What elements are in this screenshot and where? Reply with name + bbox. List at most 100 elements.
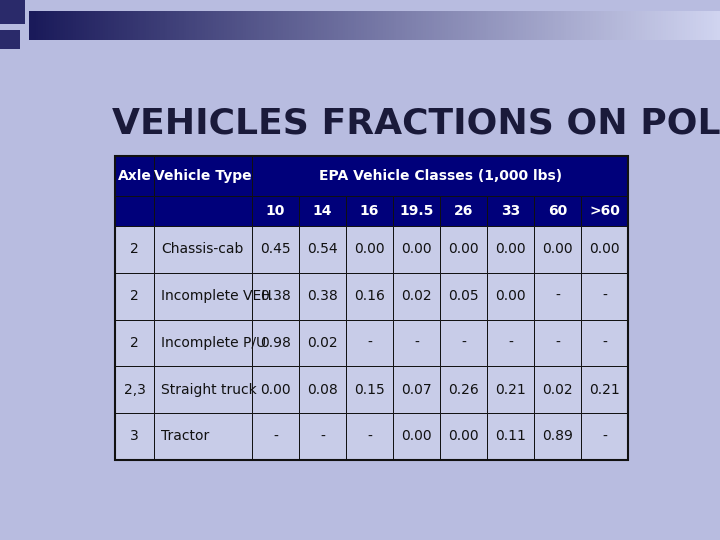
Bar: [154, 366, 252, 413]
Text: -: -: [414, 336, 419, 350]
Bar: [252, 413, 299, 460]
Bar: [115, 156, 629, 460]
Bar: [299, 195, 346, 226]
Text: 10: 10: [266, 204, 285, 218]
Text: 2: 2: [130, 336, 139, 350]
Bar: [115, 156, 154, 195]
Bar: [393, 320, 440, 366]
Bar: [487, 226, 534, 273]
Bar: [534, 320, 581, 366]
Bar: [440, 273, 487, 320]
Bar: [581, 413, 629, 460]
Text: 0.02: 0.02: [543, 383, 573, 397]
Text: -: -: [462, 336, 466, 350]
Bar: [393, 195, 440, 226]
Bar: [581, 273, 629, 320]
Text: Chassis-cab: Chassis-cab: [161, 242, 243, 256]
Bar: [440, 226, 487, 273]
Bar: [154, 156, 252, 195]
Text: 0.38: 0.38: [307, 289, 338, 303]
Bar: [440, 366, 487, 413]
Text: -: -: [367, 336, 372, 350]
Text: Tractor: Tractor: [161, 429, 209, 443]
Bar: [534, 366, 581, 413]
Bar: [115, 320, 154, 366]
Text: 0.54: 0.54: [307, 242, 338, 256]
Bar: [487, 366, 534, 413]
Text: 0.00: 0.00: [543, 242, 573, 256]
Text: 0.00: 0.00: [495, 289, 526, 303]
Text: VEHICLES FRACTIONS ON POLK DATA: VEHICLES FRACTIONS ON POLK DATA: [112, 106, 720, 140]
Text: 0.45: 0.45: [260, 242, 291, 256]
Text: 2,3: 2,3: [124, 383, 145, 397]
Text: 0.00: 0.00: [449, 242, 479, 256]
Text: 0.26: 0.26: [449, 383, 479, 397]
Text: Straight truck: Straight truck: [161, 383, 256, 397]
Text: 0.07: 0.07: [401, 383, 432, 397]
Bar: [115, 366, 154, 413]
Text: Incomplete P/U: Incomplete P/U: [161, 336, 266, 350]
Text: 19.5: 19.5: [400, 204, 433, 218]
Bar: [581, 366, 629, 413]
Bar: [346, 413, 393, 460]
Bar: [154, 413, 252, 460]
Text: -: -: [603, 429, 608, 443]
Bar: [346, 226, 393, 273]
Bar: [252, 366, 299, 413]
Text: 3: 3: [130, 429, 139, 443]
Text: -: -: [508, 336, 513, 350]
Bar: [154, 320, 252, 366]
Text: -: -: [320, 429, 325, 443]
Text: EPA Vehicle Classes (1,000 lbs): EPA Vehicle Classes (1,000 lbs): [318, 169, 562, 183]
Bar: [393, 226, 440, 273]
Text: -: -: [273, 429, 278, 443]
Text: 60: 60: [548, 204, 567, 218]
Bar: [299, 413, 346, 460]
Text: >60: >60: [590, 204, 621, 218]
Bar: [393, 413, 440, 460]
Text: 14: 14: [312, 204, 332, 218]
Bar: [581, 226, 629, 273]
Text: -: -: [603, 336, 608, 350]
Bar: [115, 226, 154, 273]
Text: 0.11: 0.11: [495, 429, 526, 443]
Bar: [346, 320, 393, 366]
Bar: [581, 320, 629, 366]
Text: 0.16: 0.16: [354, 289, 385, 303]
Bar: [440, 195, 487, 226]
Bar: [299, 366, 346, 413]
Text: 0.98: 0.98: [260, 336, 291, 350]
Bar: [346, 366, 393, 413]
Bar: [534, 226, 581, 273]
Bar: [487, 413, 534, 460]
Text: 0.02: 0.02: [401, 289, 432, 303]
Text: 0.00: 0.00: [401, 242, 432, 256]
Text: 0.00: 0.00: [354, 242, 384, 256]
Bar: [299, 273, 346, 320]
Bar: [393, 366, 440, 413]
Text: -: -: [367, 429, 372, 443]
Bar: [299, 226, 346, 273]
Bar: [534, 195, 581, 226]
Text: 0.89: 0.89: [542, 429, 573, 443]
Text: -: -: [603, 289, 608, 303]
Text: -: -: [555, 289, 560, 303]
Text: 2: 2: [130, 289, 139, 303]
Bar: [534, 273, 581, 320]
Text: 0.00: 0.00: [590, 242, 620, 256]
Bar: [154, 226, 252, 273]
Text: 0.38: 0.38: [260, 289, 291, 303]
Text: 0.00: 0.00: [260, 383, 291, 397]
Text: 0.21: 0.21: [495, 383, 526, 397]
Bar: [115, 413, 154, 460]
Bar: [487, 273, 534, 320]
Text: -: -: [555, 336, 560, 350]
Text: 0.05: 0.05: [449, 289, 479, 303]
Bar: [252, 195, 299, 226]
Bar: [252, 273, 299, 320]
Bar: [154, 195, 252, 226]
Text: 0.08: 0.08: [307, 383, 338, 397]
Bar: [581, 195, 629, 226]
Text: 0.15: 0.15: [354, 383, 385, 397]
Bar: [346, 273, 393, 320]
